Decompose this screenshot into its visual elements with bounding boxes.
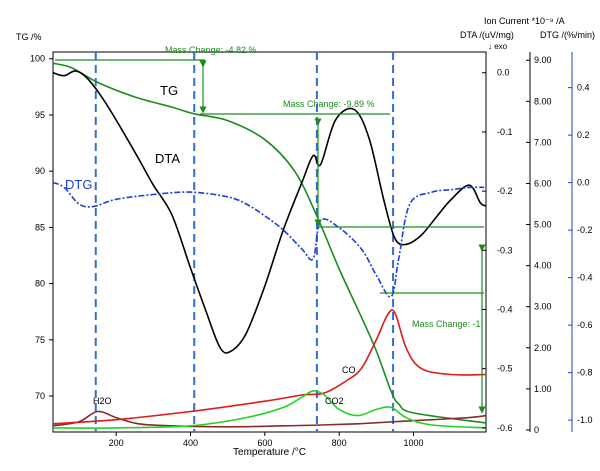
dtg-tick-label-7: -1.0 [577, 415, 593, 425]
x-tick-label-1: 400 [183, 438, 198, 448]
dtg-tick-label-6: -0.8 [577, 368, 593, 378]
ion-tick-label-7: 2.00 [534, 343, 552, 353]
curve-label-2: DTG [65, 177, 92, 192]
ion-tick-label-5: 4.00 [534, 261, 552, 271]
ion-tick-label-6: 3.00 [534, 302, 552, 312]
curve-label-3: H2O [93, 396, 112, 406]
dta-axis-label: DTA /(uV/mg) [460, 30, 514, 40]
curve-label-0: TG [160, 83, 178, 98]
tg-tick-label-0: 100 [30, 54, 45, 64]
ion-tick-label-4: 5.00 [534, 220, 552, 230]
tg-tick-label-1: 95 [35, 110, 45, 120]
ion-tick-label-9: 0 [534, 425, 539, 435]
series-line-co [52, 309, 487, 425]
series-line-dta [52, 70, 487, 354]
dtg-tick-label-4: -0.4 [577, 273, 593, 283]
x-tick-label-4: 1000 [404, 438, 424, 448]
mass-change-label-0: Mass Change: -4.82 % [165, 45, 257, 55]
dtg-tick-label-2: 0.0 [577, 178, 590, 188]
mass-change-label-2: Mass Change: -1 [412, 319, 481, 329]
dtg-tick-label-5: -0.6 [577, 320, 593, 330]
dta-tick-label-2: -0.2 [497, 186, 513, 196]
x-tick-label-3: 800 [332, 438, 347, 448]
ion-tick-label-3: 6.00 [534, 178, 552, 188]
dta-tick-label-4: -0.4 [497, 304, 513, 314]
ion-tick-label-8: 1.00 [534, 384, 552, 394]
dta-tick-label-1: -0.1 [497, 127, 513, 137]
tg-axis-label: TG /% [16, 32, 42, 42]
dta-tick-label-3: -0.3 [497, 245, 513, 255]
tg-tick-label-6: 70 [35, 391, 45, 401]
x-axis-label: Temperature /°C [233, 447, 306, 458]
dta-tick-label-6: -0.6 [497, 423, 513, 433]
dtg-tick-label-0: 0.4 [577, 83, 590, 93]
series-line-co2 [52, 390, 487, 429]
series-line-h2o [52, 410, 487, 428]
dta-exo-marker: ↓ exo [488, 42, 508, 51]
series-line-tg [52, 62, 487, 424]
dtg-tick-label-3: -0.2 [577, 225, 593, 235]
tg-tick-label-3: 85 [35, 222, 45, 232]
mass-change-label-1: Mass Change: -9.89 % [283, 99, 375, 109]
tg-tick-label-4: 80 [35, 279, 45, 289]
dta-tick-label-0: 0.0 [497, 68, 510, 78]
plot-area-border [52, 51, 487, 433]
dtg-tick-label-1: 0.2 [577, 130, 590, 140]
annotation-layer: TG DTA DTG H2O CO CO2 Mass Change: -4.82 % Mass… [55, 45, 486, 414]
plot-frame [52, 51, 487, 433]
tg-tick-label-5: 75 [35, 335, 45, 345]
ion-tick-label-2: 7.00 [534, 137, 552, 147]
series-layer [52, 62, 487, 429]
curve-label-1: DTA [155, 151, 180, 166]
curve-label-4: CO [342, 365, 356, 375]
x-tick-label-0: 200 [109, 438, 124, 448]
dtg-axis-label: DTG /(%/min) [540, 30, 595, 40]
dta-tick-label-5: -0.5 [497, 364, 513, 374]
ion-axis-label: Ion Current *10⁻⁹ /A [484, 16, 565, 26]
ion-tick-label-0: 9.00 [534, 55, 552, 65]
series-line-dtg [52, 181, 485, 298]
step-markers [94, 52, 395, 432]
curve-label-5: CO2 [325, 396, 344, 406]
x-tick-label-2: 600 [257, 438, 272, 448]
tg-tick-label-2: 90 [35, 166, 45, 176]
ion-tick-label-1: 8.00 [534, 96, 552, 106]
